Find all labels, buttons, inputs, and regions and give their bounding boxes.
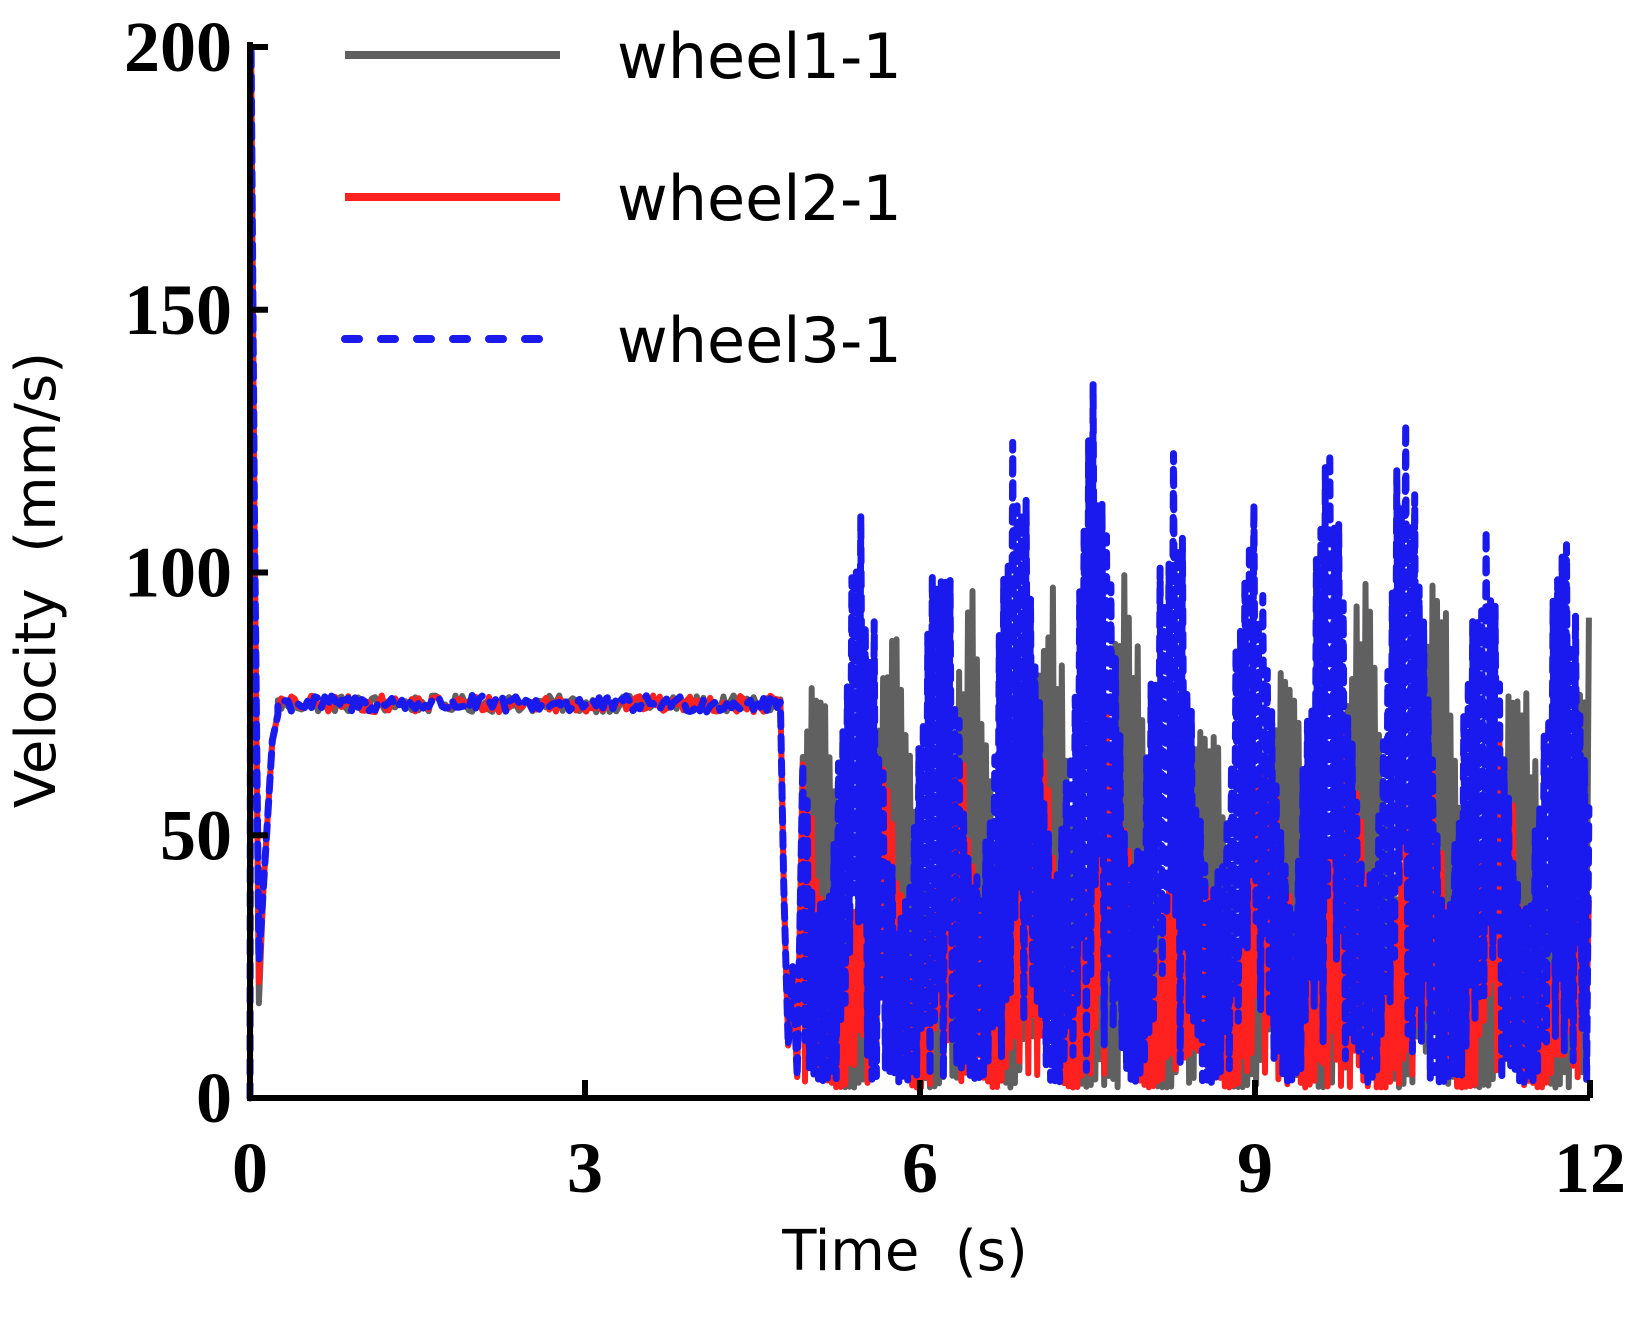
x-tick-label: 3: [567, 1128, 603, 1208]
series-layer: [246, 43, 1593, 1102]
y-tick-label: 0: [196, 1058, 232, 1138]
series-line-wheel3-1: [246, 43, 1593, 1102]
x-tick-label: 12: [1554, 1128, 1626, 1208]
legend-label: wheel1-1: [617, 20, 902, 93]
y-axis-title: Velocity (mm/s): [4, 352, 69, 808]
y-tick-label: 100: [124, 533, 232, 613]
x-tick-label: 9: [1237, 1128, 1273, 1208]
legend-label: wheel3-1: [617, 304, 902, 377]
x-tick-label: 6: [902, 1128, 938, 1208]
y-tick-label: 50: [160, 795, 232, 875]
ticks-layer: 0 50 100 150 200 0 3 6 9 12: [124, 7, 1626, 1208]
y-tick-label: 150: [124, 270, 232, 350]
x-axis-title: Time (s): [781, 1219, 1028, 1284]
x-tick-label: 0: [232, 1128, 268, 1208]
legend: wheel1-1 wheel2-1 wheel3-1: [341, 20, 902, 377]
legend-label: wheel2-1: [617, 162, 902, 235]
y-tick-label: 200: [124, 7, 232, 87]
